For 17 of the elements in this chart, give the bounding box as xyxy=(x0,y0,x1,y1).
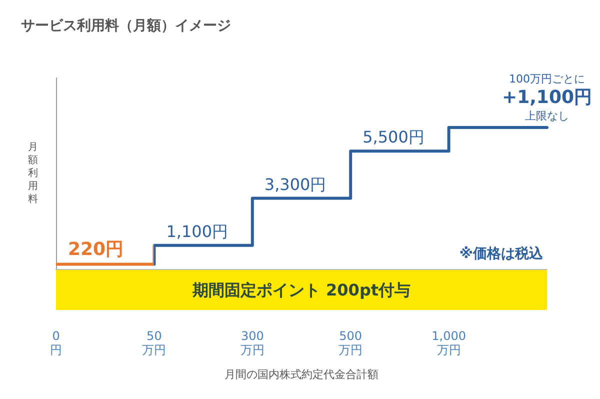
chart-title: サービス利用料（月額）イメージ xyxy=(21,17,231,34)
x-tick-label: 300万円 xyxy=(240,329,264,357)
text: 期間固定ポイント 200pt付与 xyxy=(191,280,411,300)
x-tick-label: 500万円 xyxy=(338,329,363,357)
text: 上限なし xyxy=(525,110,569,123)
x-axis-title: 月間の国内株式約定代金合計額 xyxy=(224,368,378,381)
annotation: ※価格は税込 xyxy=(459,245,544,262)
data-label: 5,500円 xyxy=(362,128,424,147)
text: 100万円ごとに xyxy=(509,72,585,86)
data-label: 3,300円 xyxy=(264,174,326,194)
x-tick-label: 1,000万円 xyxy=(432,329,466,357)
data-label: 220円 xyxy=(68,238,124,260)
data-label: 1,100円 xyxy=(166,222,228,241)
text: +1,100円 xyxy=(502,87,592,108)
x-tick-label: 0円 xyxy=(50,329,62,357)
y-axis-title: 月額利用料 xyxy=(28,142,38,205)
x-tick-label: 50万円 xyxy=(142,329,166,357)
